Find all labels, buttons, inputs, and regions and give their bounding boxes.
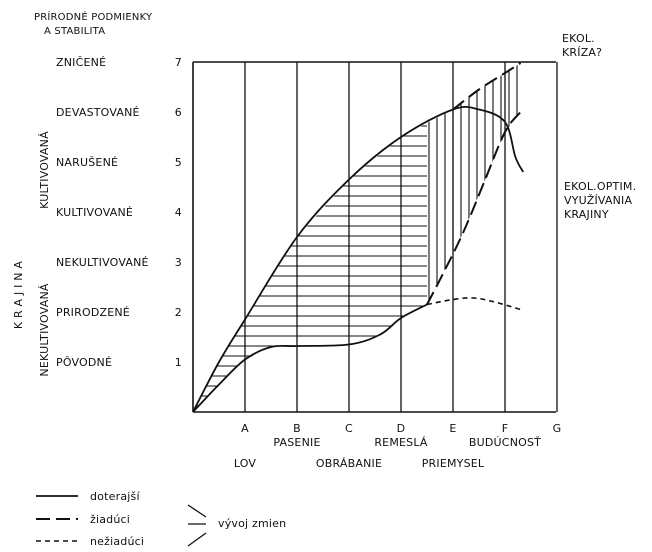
annotation-ecol-optimum-line2: VYUŽÍVANIA (564, 194, 633, 207)
curve-dashed-3 (452, 62, 522, 111)
y-tick-4: 4 (175, 206, 182, 219)
annotation-ecol-optimum-line3: KRAJINY (564, 208, 609, 221)
legend-bracket-lower (187, 532, 207, 547)
annotation-ecol-crisis-line1: EKOL. (562, 32, 595, 45)
curve-solid-0 (192, 106, 524, 413)
x-epoch-lower: PRIEMYSEL (422, 457, 485, 470)
y-tick-2: 2 (175, 306, 182, 319)
curves (192, 62, 524, 413)
y-category-labels: PÔVODNÉ PRIRODZENÉ NEKULTIVOVANÉ KULTIVOVAN… (56, 56, 149, 369)
y-category-label: NARUŠENÉ (56, 156, 118, 169)
side-label-kultivovana: KULTIVOVANÁ (38, 131, 51, 209)
x-tick-g: G (553, 422, 562, 435)
y-category-label: PRIRODZENÉ (56, 306, 130, 319)
y-tick-1: 1 (175, 356, 182, 369)
y-category-label: PÔVODNÉ (56, 356, 112, 369)
y-tick-labels: 1 2 3 4 5 6 7 (175, 56, 182, 369)
x-epoch-upper: BUDÚCNOSŤ (469, 436, 541, 449)
legend-bracket-upper (187, 504, 207, 518)
x-epoch-lower: OBRÁBANIE (316, 457, 382, 470)
diagram-title-line1: PRÍRODNÉ PODMIENKY (34, 10, 153, 23)
annotation-ecol-optimum-line1: EKOL.OPTIM. (564, 180, 636, 193)
legend-dotted-label: nežiadúci (90, 535, 144, 548)
y-tick-5: 5 (175, 156, 182, 169)
y-category-label: NEKULTIVOVANÉ (56, 256, 149, 269)
x-epoch-upper: REMESLÁ (374, 436, 428, 449)
x-tick-a: A (241, 422, 249, 435)
side-label-krajina: K R A J I N A (12, 261, 25, 329)
x-tick-d: D (397, 422, 406, 435)
legend: doterajší žiadúci nežiadúci vývoj zmien (36, 490, 286, 548)
x-tick-e: E (449, 422, 456, 435)
y-category-label: DEVASTOVANÉ (56, 106, 140, 119)
y-tick-7: 7 (175, 56, 182, 69)
curve-dashed-4 (426, 111, 522, 305)
x-epoch-lower: LOV (234, 457, 257, 470)
diagram-title-line2: A STABILITA (44, 26, 105, 37)
x-tick-f: F (502, 422, 509, 435)
gridlines (244, 62, 558, 412)
legend-group-label: vývoj zmien (218, 517, 286, 530)
x-epoch-upper: PASENIE (273, 436, 320, 449)
legend-dashed-label: žiadúci (90, 513, 130, 526)
x-tick-c: C (345, 422, 353, 435)
curve-solid-1 (192, 303, 428, 413)
x-tick-b: B (293, 422, 301, 435)
y-category-label: ZNIČENÉ (56, 56, 106, 69)
curve-dotted-2 (426, 297, 521, 311)
legend-solid-label: doterajší (90, 490, 140, 503)
hatch-vertical-area (428, 63, 518, 305)
side-label-nekultivovana: NEKULTIVOVANÁ (38, 283, 51, 376)
x-epoch-labels: PASENIE REMESLÁ BUDÚCNOSŤ LOV OBRÁBANIE PRIEM… (234, 436, 541, 470)
x-tick-labels: A B C D E F G (241, 422, 561, 435)
y-tick-3: 3 (175, 256, 182, 269)
y-tick-6: 6 (175, 106, 182, 119)
annotation-ecol-crisis-line2: KRÍZA? (562, 46, 602, 59)
y-category-label: KULTIVOVANÉ (56, 206, 133, 219)
